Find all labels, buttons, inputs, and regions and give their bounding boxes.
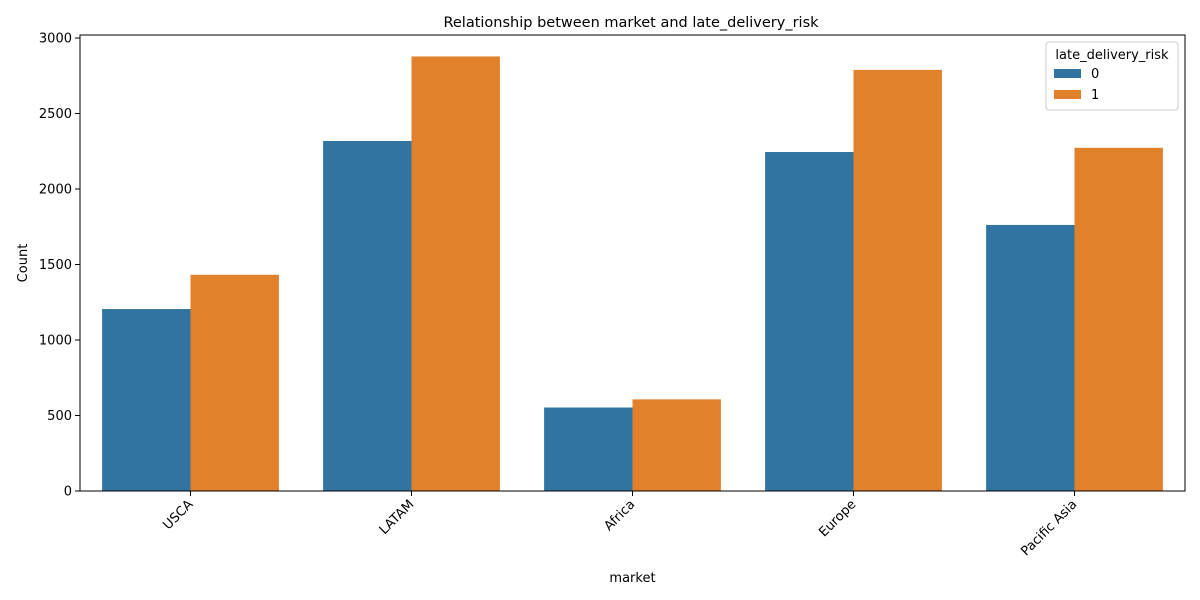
bar-latam-risk-1 [411,56,500,491]
y-tick-label: 0 [64,485,72,500]
y-tick-label: 1000 [39,334,72,349]
legend: late_delivery_risk 0 1 [1045,41,1179,111]
legend-label-risk-1: 1 [1091,88,1099,103]
bars-group [102,56,1163,492]
x-tick-label: USCA [160,497,196,533]
bar-pacific-asia-risk-0 [986,224,1075,491]
y-tick-label: 500 [47,409,72,424]
bar-europe-risk-0 [765,152,854,491]
y-tick-label: 1500 [39,258,72,273]
x-axis-title: market [609,571,655,586]
legend-title: late_delivery_risk [1055,48,1169,63]
x-tick-label: Europe [816,497,859,540]
plot-frame [79,34,1186,492]
x-tick-label: Africa [602,497,639,534]
legend-swatch-risk-0 [1054,69,1081,78]
bar-africa-risk-0 [544,407,633,491]
legend-swatch-risk-1 [1054,90,1081,99]
bar-pacific-asia-risk-1 [1074,147,1163,492]
y-tick-label: 3000 [39,32,72,47]
x-axis: USCA LATAM Africa Europe Pacific Asia [160,491,1080,559]
bar-latam-risk-0 [323,141,412,491]
y-axis-title: Count [16,244,31,283]
chart-title: Relationship between market and late_del… [443,15,819,31]
bar-usca-risk-1 [190,274,279,491]
y-tick-label: 2500 [39,107,72,122]
bar-usca-risk-0 [102,309,191,491]
y-axis: 0 500 1000 1500 2000 2500 3000 [39,32,80,500]
bar-africa-risk-1 [632,399,721,491]
x-tick-label: Pacific Asia [1018,497,1080,559]
bar-europe-risk-1 [853,69,942,491]
legend-label-risk-0: 0 [1091,67,1099,82]
x-tick-label: LATAM [377,497,418,538]
y-tick-label: 2000 [39,183,72,198]
